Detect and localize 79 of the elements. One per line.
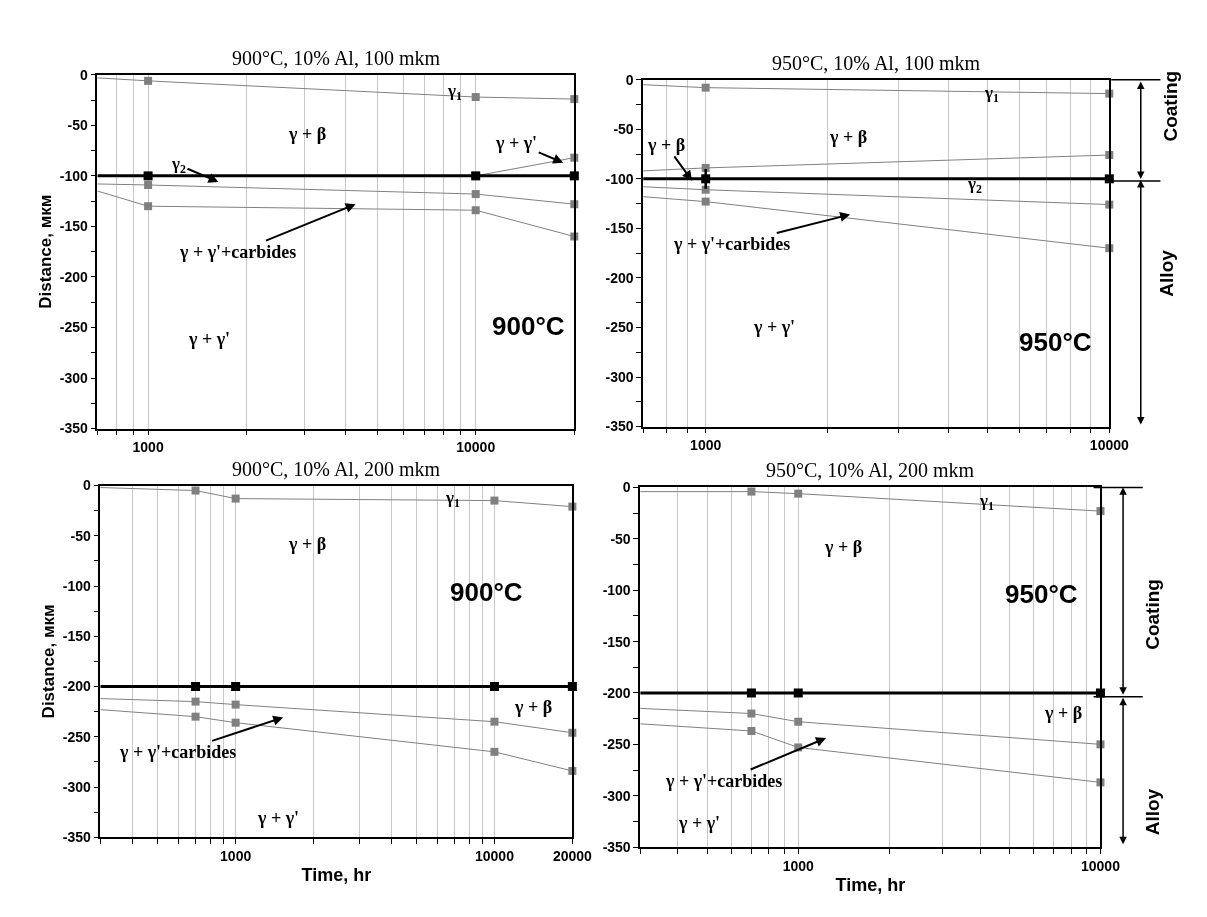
chart-title: 900°C, 10% Al, 100 mkm <box>232 47 441 69</box>
annotation: 950°C <box>1005 579 1078 609</box>
y-tick-label: 0 <box>82 477 91 494</box>
y-tick-label: -50 <box>610 530 631 547</box>
annotation: 900°C <box>492 311 565 341</box>
x-axis-title: Time, hr <box>301 865 372 886</box>
y-tick-label: -250 <box>62 728 91 745</box>
annotation: γ$_{2}$ <box>171 154 186 176</box>
y-tick-label: -250 <box>59 319 89 336</box>
y-tick-label: -250 <box>605 319 634 336</box>
y-tick-label: -350 <box>602 839 631 855</box>
text: Coating <box>1142 579 1164 650</box>
y-tick-label: -150 <box>62 628 91 645</box>
y-axis-title: Distance, мкм <box>38 604 58 719</box>
y-axis-title: Distance, мкм <box>35 194 55 309</box>
y-tick-label: 0 <box>622 479 631 496</box>
y-tick-label: -150 <box>59 218 89 235</box>
annotation: γ$_{2}$ <box>967 174 982 196</box>
annotation: 900°C <box>450 577 523 607</box>
y-tick-label: -200 <box>605 269 634 286</box>
annotation: γ$_{1}$ <box>445 488 460 510</box>
annotation: γ + γ' <box>257 808 300 828</box>
y-tick-label: -100 <box>59 167 89 184</box>
annotation: γ + β <box>647 135 686 155</box>
x-tick-label: 10000 <box>474 847 515 864</box>
y-tick-label: -350 <box>62 829 91 846</box>
y-tick-label: -300 <box>602 787 631 804</box>
y-tick-label: -50 <box>70 527 91 544</box>
y-tick-label: -50 <box>67 117 89 134</box>
y-tick-label: 0 <box>625 71 634 88</box>
x-tick-label: 1000 <box>782 857 815 874</box>
x-tick-label: 1000 <box>690 437 722 454</box>
x-tick-label: 1000 <box>132 439 164 456</box>
annotation: γ + γ'+carbides <box>673 234 791 254</box>
y-tick-label: -250 <box>602 736 631 753</box>
x-tick-label: 10000 <box>1089 437 1129 454</box>
y-tick-label: -200 <box>62 678 91 695</box>
text: Coating <box>1160 70 1182 142</box>
x-tick-label: 10000 <box>1080 857 1121 874</box>
y-tick-label: -100 <box>602 582 631 599</box>
y-tick-label: -50 <box>613 121 634 138</box>
annotation: γ + β <box>1044 703 1083 723</box>
y-tick-label: -200 <box>602 684 631 701</box>
annotation: γ + β <box>514 697 553 717</box>
text: Alloy <box>1156 249 1178 297</box>
annotation: γ + γ'+carbides <box>665 771 783 791</box>
y-tick-label: -100 <box>62 577 91 594</box>
annotation: γ + γ'+carbides <box>119 742 237 762</box>
annotation: γ + γ' <box>495 133 538 153</box>
x-tick-label: 20000 <box>552 847 593 864</box>
annotation: γ + β <box>288 124 327 144</box>
annotation: γ$_{1}$ <box>979 491 994 513</box>
annotation: γ + β <box>829 127 868 147</box>
y-tick-label: 0 <box>80 66 89 83</box>
annotation: γ + γ'+carbides <box>179 242 297 262</box>
chart-title: 900°C, 10% Al, 200 mkm <box>232 458 441 480</box>
y-tick-label: -350 <box>605 418 634 435</box>
annotation: γ + γ' <box>678 813 721 833</box>
y-tick-label: -300 <box>62 778 91 795</box>
y-tick-label: -350 <box>59 420 89 437</box>
annotation: 950°C <box>1019 327 1092 357</box>
annotation: γ + β <box>288 534 327 554</box>
annotation: γ + γ' <box>753 317 796 337</box>
x-axis-title: Time, hr <box>835 875 906 896</box>
annotation: γ$_{1}$ <box>984 83 999 105</box>
x-tick-label: 10000 <box>456 439 496 456</box>
chart-title: 950°C, 10% Al, 100 mkm <box>772 52 981 74</box>
text: Alloy <box>1141 788 1163 836</box>
y-tick-label: -150 <box>602 633 631 650</box>
y-tick-label: -300 <box>605 368 634 385</box>
chart-title: 950°C, 10% Al, 200 mkm <box>766 459 975 481</box>
y-tick-label: -150 <box>605 220 634 237</box>
y-tick-label: -100 <box>605 170 634 187</box>
y-tick-label: -200 <box>59 268 89 285</box>
annotation: γ + β <box>824 537 863 557</box>
x-tick-label: 1000 <box>220 847 252 864</box>
annotation: γ$_{1}$ <box>447 81 462 103</box>
annotation: γ + γ' <box>188 329 231 349</box>
y-tick-label: -300 <box>59 369 89 386</box>
